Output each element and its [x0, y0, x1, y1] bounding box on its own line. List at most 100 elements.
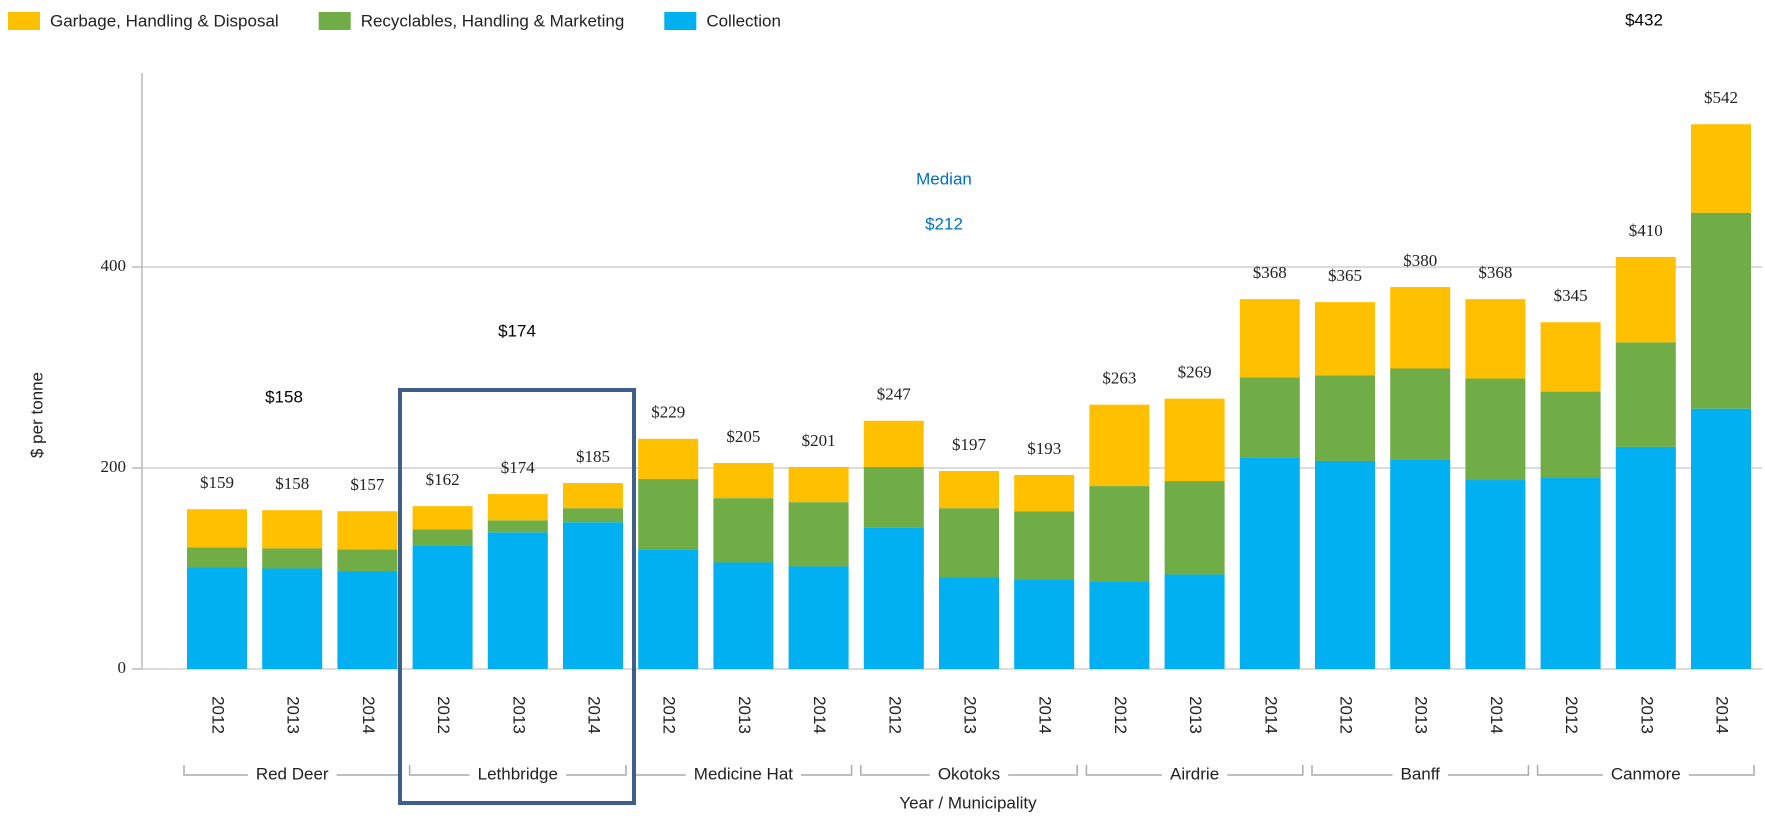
x-tick-label: 2012 [660, 696, 679, 734]
legend-label: Recyclables, Handling & Marketing [361, 11, 625, 30]
total-label: $365 [1328, 266, 1362, 285]
bar-segment [638, 438, 699, 480]
group-bracket [860, 765, 1078, 776]
x-tick-label: 2012 [1111, 696, 1130, 734]
bar-segment [412, 506, 473, 530]
group-label: Red Deer [256, 764, 329, 783]
bar-segment [1164, 574, 1225, 669]
x-tick-label: 2014 [359, 696, 378, 734]
bar-segment [713, 462, 774, 499]
x-tick-label: 2013 [961, 696, 980, 734]
bar-segment [1691, 408, 1751, 669]
bar-segment [1691, 212, 1751, 409]
x-tick-label: 2014 [1261, 696, 1280, 734]
legend-label: Collection [706, 11, 781, 30]
bar-segment [1239, 299, 1300, 378]
bar-segment [1540, 478, 1601, 669]
y-axis-label: $ per tonne [27, 372, 46, 458]
bar-segment [1164, 398, 1225, 482]
bar-segment [1014, 579, 1075, 669]
y-tick-label: 0 [118, 658, 127, 677]
bar-segment [1014, 475, 1075, 512]
total-label: $345 [1554, 286, 1588, 305]
bar-segment [563, 508, 623, 523]
x-tick-label: 2014 [585, 696, 604, 734]
bar-segment [1089, 486, 1150, 582]
total-label: $159 [200, 473, 234, 492]
group-bracket [1085, 765, 1304, 776]
x-axis-label: Year / Municipality [899, 793, 1037, 812]
x-tick-label: 2013 [1186, 696, 1205, 734]
x-tick-label: 2014 [1036, 696, 1055, 734]
legend-swatch [664, 12, 697, 30]
bar-segment [337, 549, 398, 572]
bar-segment [1014, 511, 1075, 580]
group-label: Lethbridge [478, 764, 558, 783]
legend-swatch [318, 12, 351, 30]
total-label: $157 [350, 475, 385, 494]
total-label: $542 [1704, 88, 1738, 107]
bar-segment [412, 545, 473, 669]
bar-segment [1089, 404, 1150, 487]
bar-segment [1465, 299, 1526, 379]
annotation: Median [916, 169, 972, 188]
x-tick-label: 2013 [284, 696, 303, 734]
total-label: $368 [1478, 263, 1512, 282]
x-tick-label: 2012 [1562, 696, 1581, 734]
bar-segment [788, 466, 849, 503]
bar-segment [262, 568, 323, 669]
x-tick-label: 2012 [1337, 696, 1356, 734]
x-tick-label: 2014 [1713, 696, 1732, 734]
bar-segment [863, 466, 924, 528]
total-label: $380 [1403, 251, 1437, 270]
bar-segment [863, 420, 924, 467]
bar-segment [713, 562, 774, 669]
bar-segment [713, 498, 774, 563]
bar-segment [187, 547, 247, 568]
bar-segment [863, 527, 924, 669]
bar-segment [1615, 446, 1676, 669]
bar-segment [487, 532, 548, 669]
x-tick-label: 2012 [434, 696, 453, 734]
group-bracket [408, 765, 627, 776]
annotation: $432 [1625, 10, 1663, 29]
bar-segment [1615, 342, 1676, 447]
bar-segment [788, 502, 849, 567]
total-label: $247 [877, 385, 912, 404]
bar-segment [563, 522, 623, 669]
annotation: $174 [498, 321, 536, 340]
bar-segment [939, 577, 999, 669]
bar-segment [1465, 480, 1526, 669]
total-label: $174 [501, 458, 536, 477]
y-tick-label: 400 [101, 256, 127, 275]
bar-segment [1540, 322, 1601, 392]
bar-segment [487, 494, 548, 521]
legend-label: Garbage, Handling & Disposal [50, 11, 279, 30]
total-label: $410 [1629, 221, 1663, 240]
group-label: Banff [1401, 764, 1441, 783]
bar-segment [1691, 124, 1751, 213]
bar-segment [337, 511, 398, 550]
group-bracket [1311, 765, 1530, 776]
bar-segment [1164, 481, 1225, 575]
x-tick-label: 2014 [1487, 696, 1506, 734]
bar-segment [1239, 377, 1300, 458]
total-label: $201 [802, 431, 836, 450]
bar-segment [1315, 375, 1375, 461]
bar-segment [412, 529, 473, 546]
bar-segment [487, 520, 548, 533]
bar-segment [1089, 581, 1150, 669]
annotation: $158 [265, 387, 303, 406]
group-label: Medicine Hat [694, 764, 793, 783]
bar-segment [563, 483, 623, 509]
bar-segment [1315, 460, 1375, 669]
bar-segment [262, 548, 323, 569]
x-tick-label: 2012 [209, 696, 228, 734]
bar-segment [788, 566, 849, 669]
total-label: $162 [426, 470, 460, 489]
total-label: $368 [1253, 263, 1287, 282]
total-label: $185 [576, 447, 610, 466]
group-label: Canmore [1611, 764, 1681, 783]
y-tick-label: 200 [101, 457, 127, 476]
